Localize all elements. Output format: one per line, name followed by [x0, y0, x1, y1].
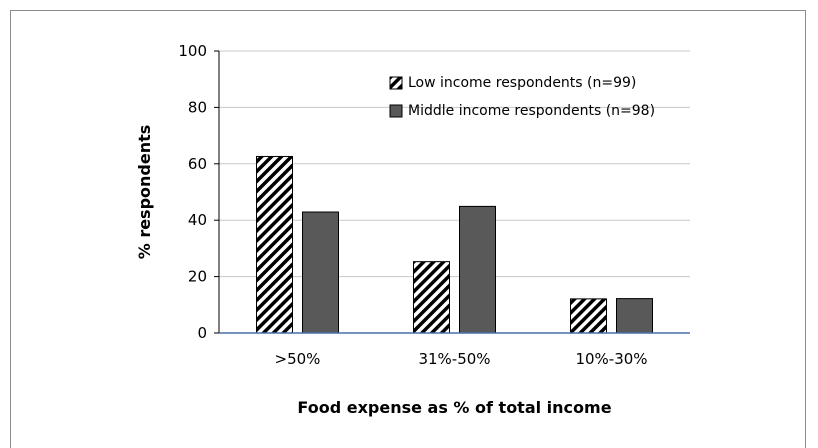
bar-middle-income [616, 298, 653, 334]
bar-low-income [413, 261, 450, 334]
y-tick-label: 80 [188, 98, 207, 116]
y-tick-label: 20 [188, 268, 207, 286]
legend-swatch-low-income [389, 76, 403, 90]
x-tick-label: >50% [275, 350, 321, 368]
legend-label-low-income: Low income respondents (n=99) [408, 75, 636, 91]
x-tick-label: 31%-50% [418, 350, 490, 368]
chart-frame [10, 10, 806, 448]
legend: Low income respondents (n=99) Middle inc… [389, 75, 655, 119]
y-tick-labels: 0 20 40 60 80 100 [178, 42, 207, 342]
x-tick-label: 10%-30% [575, 350, 647, 368]
x-tick-labels: >50% 31%-50% 10%-30% [275, 350, 648, 368]
bar-low-income [570, 298, 607, 334]
x-axis-title: Food expense as % of total income [297, 398, 611, 417]
gridlines [214, 50, 690, 334]
y-tick-label: 100 [178, 42, 207, 60]
bar-middle-income [459, 205, 496, 334]
legend-label-middle-income: Middle income respondents (n=98) [408, 103, 655, 119]
bars [256, 155, 653, 334]
y-tick-label: 0 [197, 324, 207, 342]
y-tick-label: 40 [188, 211, 207, 229]
y-tick-label: 60 [188, 155, 207, 173]
axes [218, 51, 690, 334]
legend-swatch-middle-income [389, 104, 403, 118]
bar-middle-income [302, 211, 339, 334]
bar-low-income [256, 155, 293, 334]
y-axis-title: % respondents [135, 125, 154, 260]
